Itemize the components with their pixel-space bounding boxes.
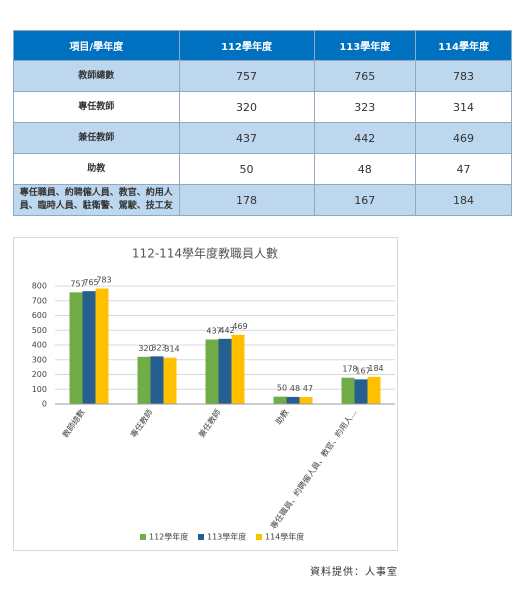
data-table: 項目/學年度 112學年度 113學年度 114學年度 教師總數 757 765 783 專任教… bbox=[13, 30, 512, 216]
bar bbox=[69, 292, 83, 404]
table-row: 兼任教師 437 442 469 bbox=[13, 122, 512, 154]
bar bbox=[286, 396, 300, 404]
y-tick-label: 300 bbox=[32, 355, 47, 364]
table-cell: 兼任教師 bbox=[13, 122, 180, 154]
y-tick-label: 100 bbox=[32, 385, 47, 394]
table-cell: 323 bbox=[313, 91, 417, 123]
table-cell: 442 bbox=[313, 122, 417, 154]
bar bbox=[367, 376, 381, 404]
table-cell: 314 bbox=[415, 91, 512, 123]
value-label: 314 bbox=[164, 345, 179, 354]
bar bbox=[354, 379, 368, 404]
bar bbox=[273, 396, 287, 404]
table-cell: 專任職員、約聘僱人員、教官、約用人員、臨時人員、駐衛警、駕駛、技工友 bbox=[13, 184, 180, 216]
table-cell: 167 bbox=[313, 184, 417, 216]
table-cell: 320 bbox=[178, 91, 315, 123]
bar bbox=[95, 288, 109, 404]
legend-swatch bbox=[256, 534, 262, 540]
bar bbox=[218, 338, 232, 404]
table-row: 教師總數 757 765 783 bbox=[13, 60, 512, 92]
value-label: 783 bbox=[96, 276, 111, 285]
header-cell: 114學年度 bbox=[415, 30, 512, 61]
source-note: 資料提供：人事室 bbox=[310, 567, 398, 578]
table-cell: 教師總數 bbox=[13, 60, 180, 92]
y-tick-label: 400 bbox=[32, 341, 47, 350]
table-row: 專任職員、約聘僱人員、教官、約用人員、臨時人員、駐衛警、駕駛、技工友 178 167… bbox=[13, 184, 512, 216]
bar bbox=[231, 334, 245, 404]
value-label: 442 bbox=[219, 326, 234, 335]
table-cell: 765 bbox=[313, 60, 417, 92]
table-cell: 助教 bbox=[13, 153, 180, 185]
value-label: 50 bbox=[277, 384, 287, 393]
y-tick-label: 800 bbox=[32, 282, 47, 291]
legend-swatch bbox=[198, 534, 204, 540]
legend-swatch bbox=[140, 534, 146, 540]
table-cell: 437 bbox=[178, 122, 315, 154]
legend-label: 114學年度 bbox=[265, 532, 304, 542]
header-cell: 113學年度 bbox=[313, 30, 417, 61]
chart: 112-114學年度教職員人數 0 100 200 300 400 500 600 700 80… bbox=[13, 237, 398, 551]
table-cell: 50 bbox=[178, 153, 315, 185]
table-cell: 469 bbox=[415, 122, 512, 154]
legend-label: 112學年度 bbox=[149, 532, 188, 542]
table-cell: 783 bbox=[415, 60, 512, 92]
bar bbox=[137, 356, 151, 404]
value-label: 765 bbox=[83, 278, 98, 287]
table-cell: 48 bbox=[313, 153, 417, 185]
y-tick-label: 700 bbox=[32, 296, 47, 305]
y-tick-label: 200 bbox=[32, 370, 47, 379]
bar bbox=[163, 357, 177, 404]
table-cell: 178 bbox=[178, 184, 315, 216]
table-cell: 47 bbox=[415, 153, 512, 185]
value-label: 469 bbox=[232, 322, 247, 331]
value-label: 320 bbox=[138, 344, 153, 353]
table-row: 專任教師 320 323 314 bbox=[13, 91, 512, 123]
legend-label: 113學年度 bbox=[207, 532, 246, 542]
header-row: 項目/學年度 112學年度 113學年度 114學年度 bbox=[13, 30, 512, 61]
bar bbox=[150, 356, 164, 404]
y-tick-label: 0 bbox=[42, 400, 47, 409]
value-label: 437 bbox=[206, 327, 221, 336]
table-cell: 757 bbox=[178, 60, 315, 92]
value-label: 757 bbox=[70, 279, 85, 288]
bar bbox=[299, 397, 313, 404]
value-label: 184 bbox=[368, 364, 383, 373]
bar bbox=[205, 339, 219, 404]
table-cell: 184 bbox=[415, 184, 512, 216]
table-row: 助教 50 48 47 bbox=[13, 153, 512, 185]
header-cell: 項目/學年度 bbox=[13, 30, 180, 61]
y-tick-label: 500 bbox=[32, 326, 47, 335]
chart-title: 112-114學年度教職員人數 bbox=[132, 246, 278, 261]
value-label: 167 bbox=[355, 366, 370, 375]
header-cell: 112學年度 bbox=[178, 30, 315, 61]
value-label: 178 bbox=[342, 365, 357, 374]
y-tick-label: 600 bbox=[32, 311, 47, 320]
value-label: 48 bbox=[290, 384, 300, 393]
table-cell: 專任教師 bbox=[13, 91, 180, 123]
value-label: 323 bbox=[151, 343, 166, 352]
bar bbox=[82, 291, 96, 404]
bar bbox=[341, 377, 355, 404]
value-label: 47 bbox=[303, 384, 313, 393]
